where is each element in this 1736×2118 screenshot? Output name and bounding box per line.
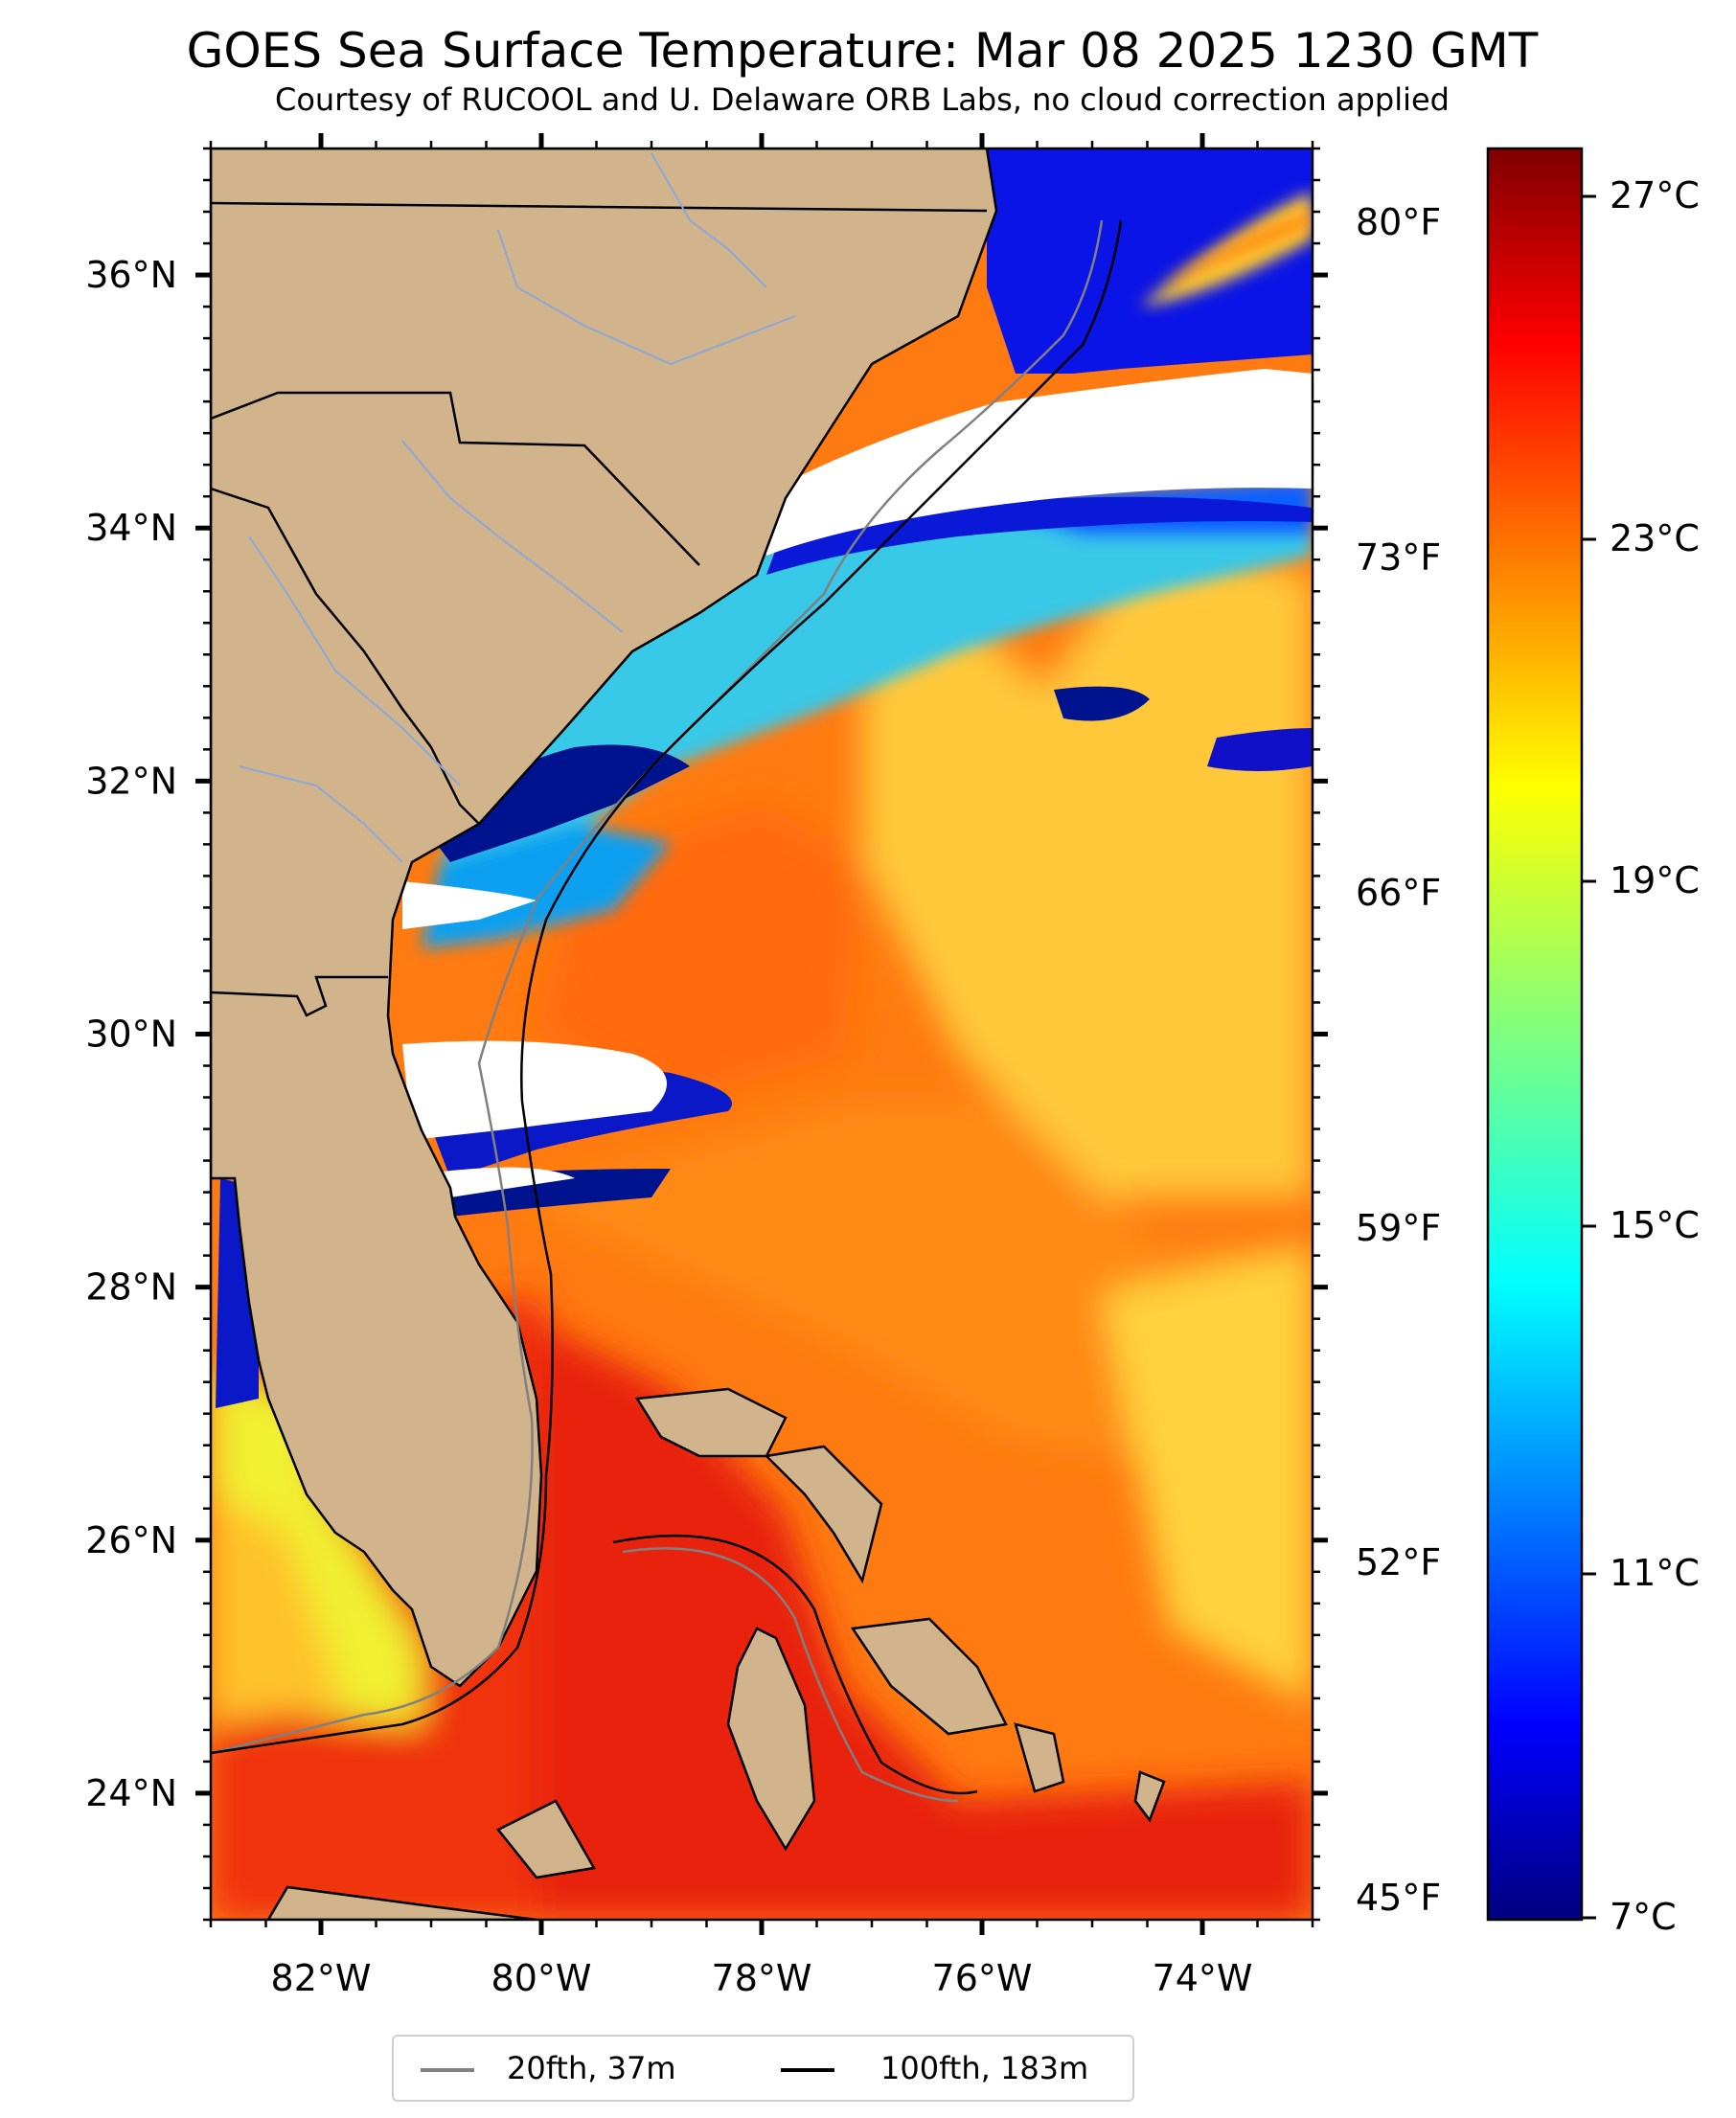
lat-label: 28°N xyxy=(85,1266,177,1309)
map-subtitle: Courtesy of RUCOOL and U. Delaware ORB L… xyxy=(275,81,1450,118)
state-borders xyxy=(211,201,988,1017)
lon-axis-labels: 82°W 80°W 78°W 76°W 74°W xyxy=(271,1957,1253,1999)
celsius-label: 27°C xyxy=(1610,174,1700,216)
lat-label: 26°N xyxy=(85,1519,177,1561)
lat-label: 34°N xyxy=(85,507,177,549)
rivers xyxy=(239,152,796,863)
legend-label-100fth: 100fth, 183m xyxy=(880,2050,1089,2086)
lon-label: 76°W xyxy=(932,1957,1033,1999)
lat-axis-labels: 36°N 34°N 32°N 30°N 28°N 26°N 24°N xyxy=(85,254,177,1814)
fahrenheit-label: 45°F xyxy=(1356,1877,1441,1919)
map-title: GOES Sea Surface Temperature: Mar 08 202… xyxy=(186,23,1539,79)
celsius-labels: 27°C 23°C 19°C 15°C 11°C 7°C xyxy=(1610,174,1700,1938)
colorbar-ticks xyxy=(1582,194,1596,1920)
lat-label: 36°N xyxy=(85,254,177,296)
colorbar xyxy=(1486,147,1584,1922)
legend: 20fth, 37m 100fth, 183m xyxy=(392,2035,1134,2102)
legend-swatch-100fth xyxy=(781,2068,834,2072)
lat-label: 24°N xyxy=(85,1772,177,1814)
fahrenheit-label: 52°F xyxy=(1356,1541,1441,1583)
fahrenheit-label: 73°F xyxy=(1356,536,1441,579)
legend-label-20fth: 20fth, 37m xyxy=(507,2050,676,2086)
celsius-label: 7°C xyxy=(1610,1896,1677,1938)
lon-label: 78°W xyxy=(712,1957,812,1999)
celsius-label: 11°C xyxy=(1610,1552,1700,1594)
lat-label: 30°N xyxy=(85,1013,177,1056)
isobaths xyxy=(211,219,1123,1803)
land-masses xyxy=(211,148,1166,1920)
fahrenheit-labels: 80°F 73°F 66°F 59°F 52°F 45°F xyxy=(1356,201,1441,1919)
fahrenheit-label: 80°F xyxy=(1356,201,1441,243)
celsius-label: 15°C xyxy=(1610,1204,1700,1246)
axis-ticks xyxy=(195,133,1328,1935)
lat-label: 32°N xyxy=(85,760,177,802)
lon-label: 74°W xyxy=(1153,1957,1253,1999)
fahrenheit-label: 66°F xyxy=(1356,872,1441,914)
celsius-label: 23°C xyxy=(1610,517,1700,559)
celsius-label: 19°C xyxy=(1610,859,1700,901)
lon-label: 80°W xyxy=(491,1957,592,1999)
legend-swatch-20fth xyxy=(421,2068,474,2072)
lon-label: 82°W xyxy=(271,1957,372,1999)
fahrenheit-label: 59°F xyxy=(1356,1207,1441,1249)
